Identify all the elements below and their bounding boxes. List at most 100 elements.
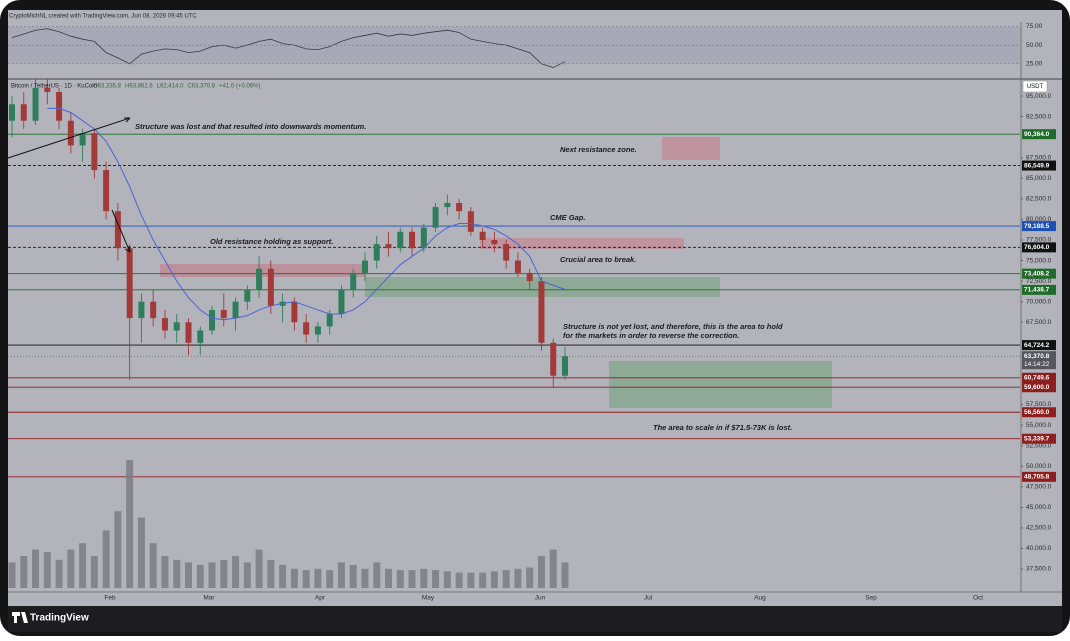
ohlc-value: +41.0 (+0.06%) [219, 84, 260, 90]
volume-bar [420, 568, 428, 588]
level-label: 71,438.7 [1024, 287, 1050, 294]
drop-arrow [111, 209, 131, 253]
x-tick-label: Mar [203, 595, 215, 602]
candle-body [479, 231, 486, 240]
volume-bar [137, 517, 145, 588]
author-line: CryptoMichNL created with TradingView.co… [9, 14, 197, 20]
y-tick-label: 80,000.0 [1026, 216, 1052, 223]
x-tick-label: Aug [754, 595, 766, 602]
candle-body [444, 202, 451, 208]
level-label: 76,604.0 [1024, 244, 1050, 251]
level-label: 59,600.0 [1024, 384, 1050, 391]
brand[interactable]: TradingView [30, 613, 89, 624]
level-label: 53,339.7 [1024, 435, 1050, 442]
y-tick-label: 42,500.0 [1026, 525, 1052, 532]
candle-body [420, 227, 427, 249]
symbol: Bitcoin / TetherUS · 1D · KuCoin [11, 84, 97, 90]
moving-average [47, 107, 566, 321]
volume-bar [149, 543, 157, 588]
countdown: 14:14:22 [1024, 361, 1050, 368]
ohlc-value: L62,414.0 [157, 84, 184, 90]
candle-body [467, 211, 474, 232]
annotation: The area to scale in if $71.5-73K is los… [653, 423, 792, 432]
candle-body [220, 309, 227, 319]
candle-body [432, 207, 439, 228]
volume-bar [126, 460, 134, 588]
candle-body [397, 231, 404, 249]
volume-bar [432, 570, 440, 588]
ohlc-value: O63,335.8 [93, 84, 122, 90]
level-label-box [1022, 242, 1056, 253]
candle-body [538, 281, 545, 343]
currency-box[interactable] [1022, 80, 1048, 93]
candle-body [361, 260, 368, 273]
y-tick-label: 70,000.0 [1026, 298, 1052, 305]
volume-bar [55, 559, 63, 588]
x-tick-label: Jul [644, 595, 653, 602]
volume-bar [373, 562, 381, 588]
rsi-tick-label: 50.00 [1026, 42, 1043, 49]
candle-body [161, 318, 168, 331]
volume-bar [90, 556, 98, 588]
volume-bar [67, 549, 75, 588]
volume-bar [161, 556, 169, 588]
level-label-box [1022, 340, 1056, 351]
candle-body [456, 202, 463, 212]
zone-resistance [662, 137, 720, 160]
volume-bar [102, 530, 110, 588]
annotation: Crucial area to break. [560, 255, 636, 264]
candle-body [314, 326, 321, 335]
annotation: Old resistance holding as support. [210, 237, 333, 246]
arrow-head [124, 117, 131, 123]
candle-body [103, 170, 110, 212]
volume-bar [232, 556, 240, 588]
y-tick-label: 92,500.0 [1026, 113, 1052, 120]
volume-bar [561, 562, 569, 588]
level-label: 48,705.8 [1024, 474, 1050, 481]
candle-body [409, 231, 416, 249]
volume-bar [396, 570, 404, 588]
rsi-tick-label: 25.00 [1026, 61, 1043, 68]
candle-body [526, 272, 533, 282]
y-tick-label: 67,500.0 [1026, 319, 1052, 326]
candle-body [503, 244, 510, 261]
y-tick-label: 82,500.0 [1026, 196, 1052, 203]
volume-bar [20, 556, 28, 588]
candle-body [44, 87, 51, 92]
zone-scale-in [609, 361, 832, 408]
level-label-box [1022, 372, 1056, 383]
y-tick-label: 72,500.0 [1026, 278, 1052, 285]
volume-bar [337, 562, 345, 588]
level-label: 86,549.9 [1024, 162, 1050, 169]
volume-bar [408, 570, 416, 588]
level-label-box [1022, 471, 1056, 482]
annotation: Structure is not yet lost, and therefore… [563, 322, 783, 331]
last-price-label: 63,370.8 [1024, 353, 1050, 360]
level-label-box [1022, 221, 1056, 232]
volume-bar [196, 564, 204, 588]
volume-bar [479, 572, 487, 588]
candle-body [197, 330, 204, 343]
volume-bar [79, 543, 87, 588]
candle-body [126, 248, 133, 319]
y-tick-label: 45,000.0 [1026, 504, 1052, 511]
volume-bar [490, 571, 498, 588]
ohlc-value: C63,370.8 [187, 84, 215, 90]
y-tick-label: 52,500.0 [1026, 442, 1052, 449]
volume-bar [455, 572, 463, 588]
level-label-box [1022, 433, 1056, 444]
candle-body [67, 120, 74, 146]
x-tick-label: May [422, 595, 435, 602]
currency[interactable]: USDT [1027, 84, 1044, 90]
level-label: 73,408.2 [1024, 270, 1050, 277]
volume-bar [549, 549, 557, 588]
logo [12, 612, 28, 623]
volume-bar [514, 568, 522, 588]
candle-body [303, 322, 310, 335]
y-tick-label: 75,000.0 [1026, 257, 1052, 264]
y-tick-label: 57,500.0 [1026, 401, 1052, 408]
candle-body [491, 239, 498, 245]
volume-bar [314, 568, 322, 588]
volume-bar [184, 562, 192, 588]
